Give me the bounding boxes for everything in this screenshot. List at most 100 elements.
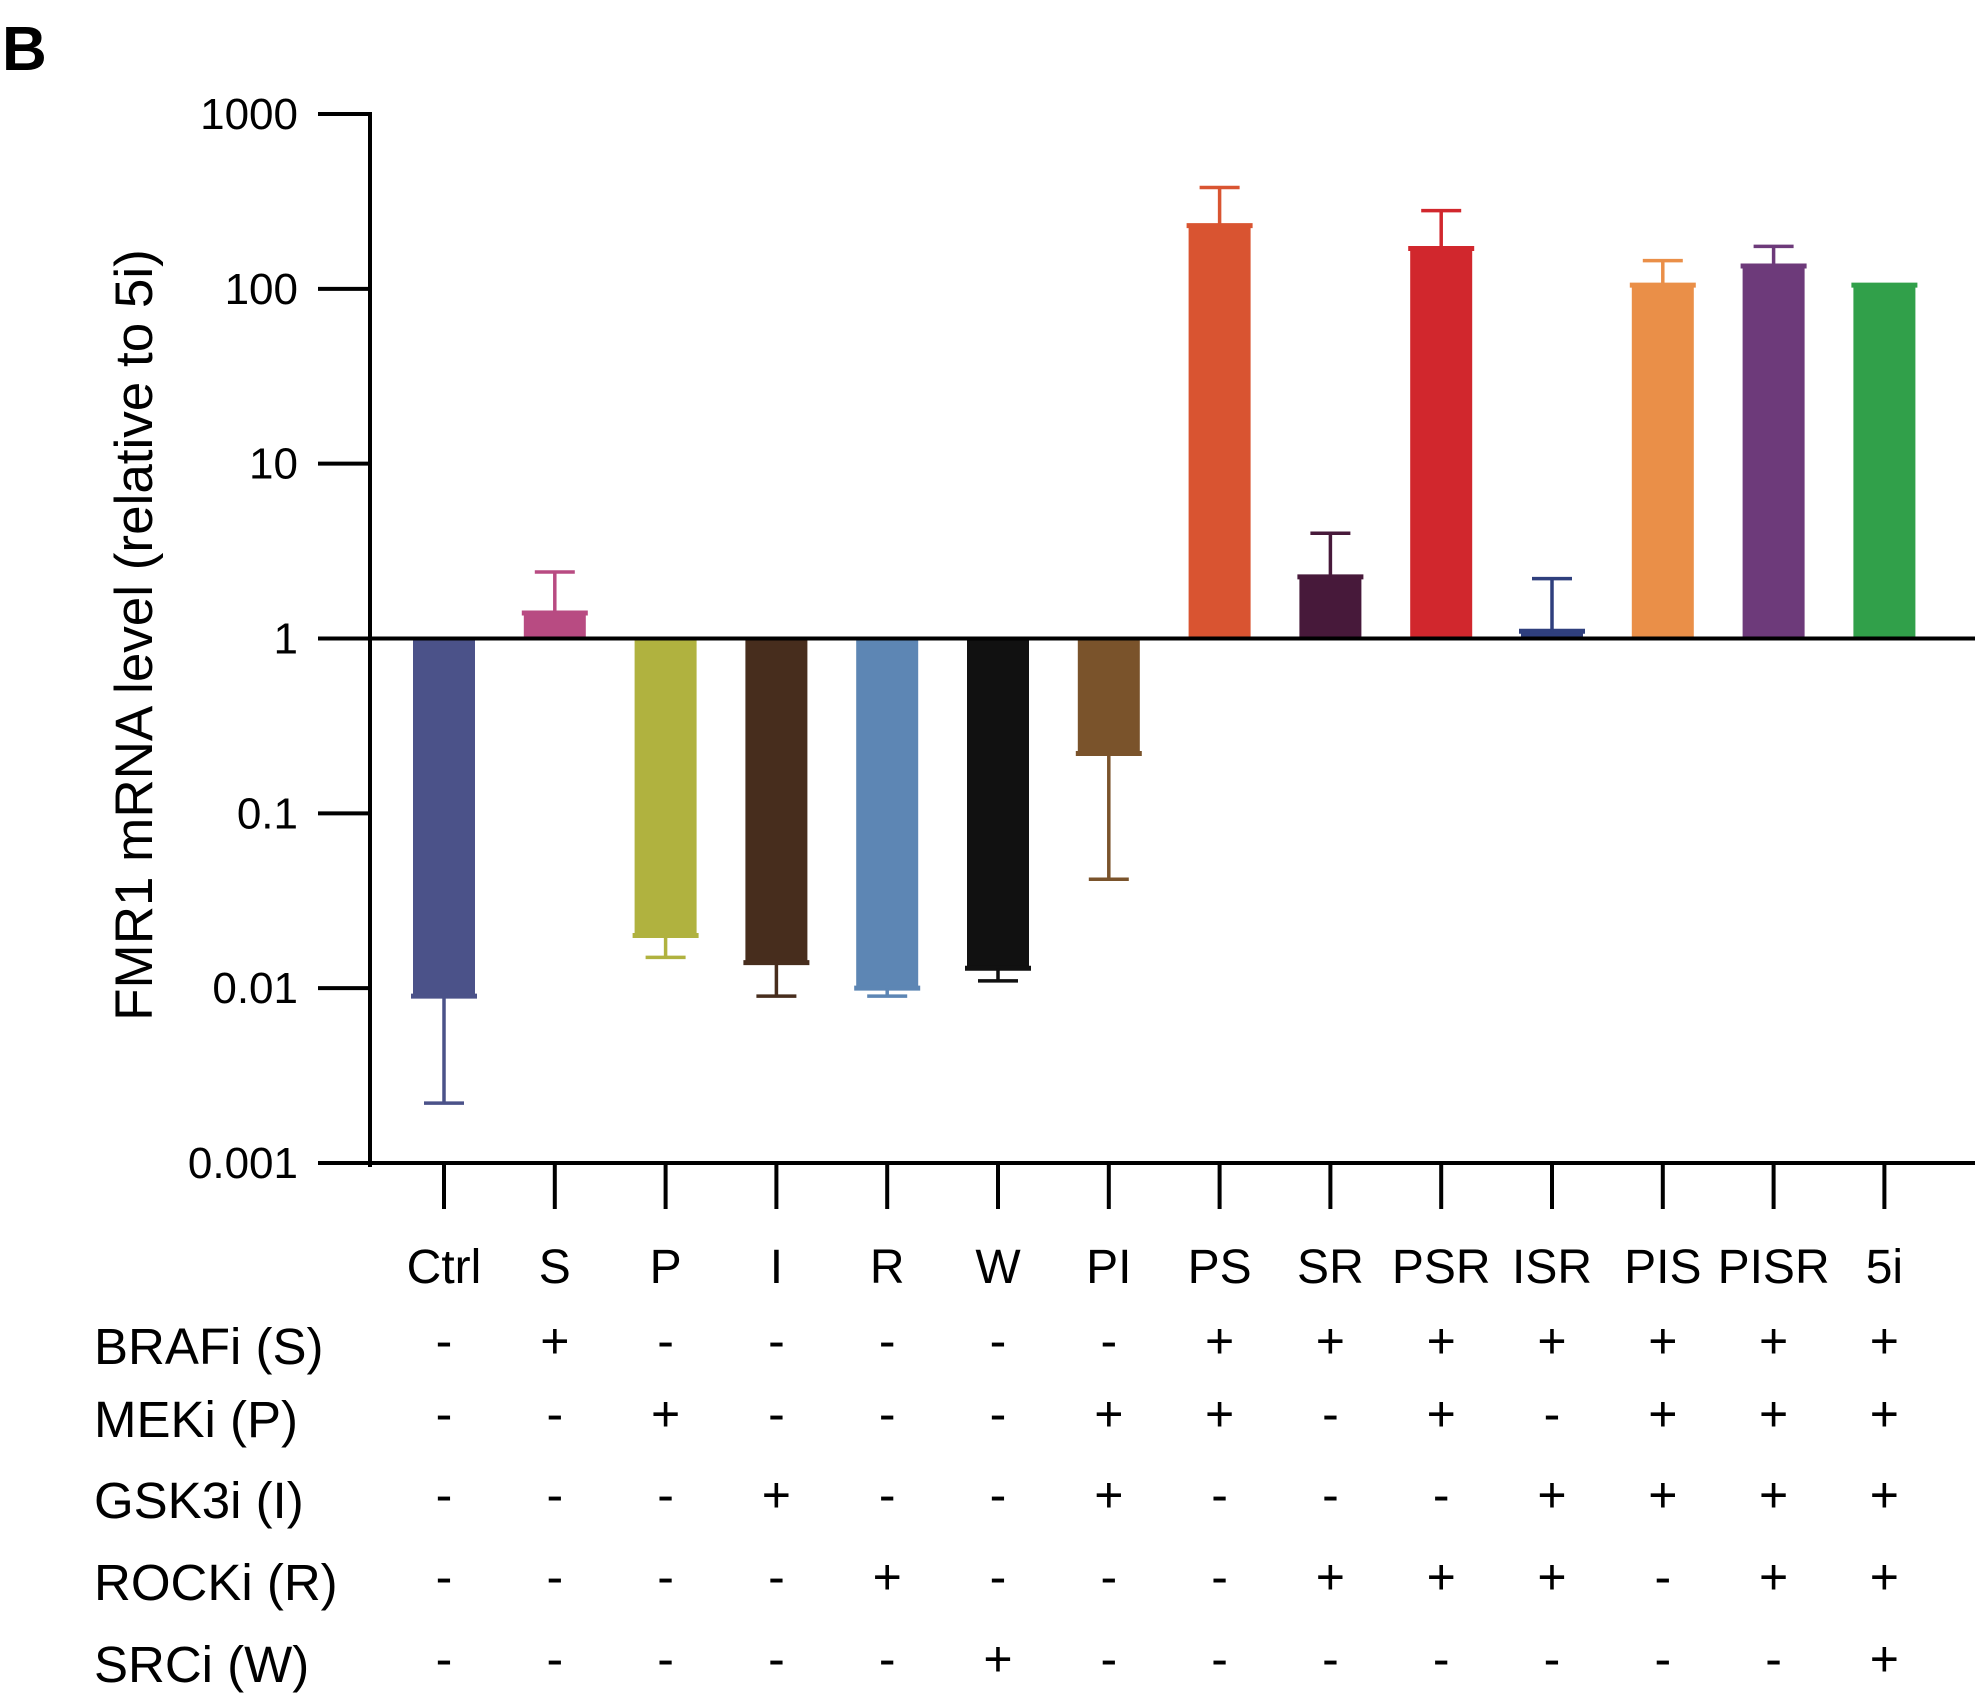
plus-sign: + [1094, 1467, 1123, 1523]
x-tick-label: PI [1086, 1241, 1131, 1294]
minus-sign: - [546, 1386, 563, 1442]
plus-sign: + [1537, 1467, 1566, 1523]
plus-sign: + [1870, 1467, 1899, 1523]
plus-sign: + [762, 1467, 791, 1523]
bar-W [967, 638, 1029, 969]
x-tick-label: PIS [1624, 1241, 1701, 1294]
bar-PIS [1631, 285, 1694, 639]
treatment-row-label: BRAFi (S) [94, 1318, 324, 1375]
y-tick-label: 1 [274, 615, 298, 664]
y-tick-label: 0.1 [237, 789, 298, 838]
plus-sign: + [1759, 1549, 1788, 1605]
x-tick-label: S [539, 1241, 571, 1294]
x-tick-label: PSR [1392, 1241, 1491, 1294]
minus-sign: - [546, 1467, 563, 1523]
treatment-row-label: GSK3i (I) [94, 1472, 304, 1529]
minus-sign: - [768, 1549, 785, 1605]
minus-sign: - [546, 1631, 563, 1687]
x-tick-label: ISR [1512, 1241, 1592, 1294]
minus-sign: - [990, 1467, 1007, 1523]
minus-sign: - [436, 1549, 453, 1605]
plus-sign: + [1648, 1313, 1677, 1369]
y-tick-label: 0.001 [188, 1139, 298, 1188]
treatment-table: BRAFi (S) - + - - - - - + + + + + + + MEKi (P) - - + - - - + + -… [94, 1313, 1899, 1693]
plus-sign: + [1648, 1467, 1677, 1523]
bars [370, 223, 1975, 999]
x-tick-label: PS [1188, 1241, 1252, 1294]
minus-sign: - [657, 1467, 674, 1523]
minus-sign: - [1654, 1631, 1671, 1687]
minus-sign: - [1100, 1549, 1117, 1605]
minus-sign: - [1322, 1631, 1339, 1687]
minus-sign: - [436, 1313, 453, 1369]
minus-sign: - [1211, 1631, 1228, 1687]
error-bars [424, 185, 1794, 1105]
plus-sign: + [1205, 1386, 1234, 1442]
x-tick-label: P [650, 1241, 682, 1294]
bar-I [745, 638, 808, 963]
x-tick-label: Ctrl [407, 1241, 482, 1294]
minus-sign: - [1100, 1313, 1117, 1369]
plus-sign: + [1427, 1386, 1456, 1442]
minus-sign: - [436, 1386, 453, 1442]
plus-sign: + [1870, 1631, 1899, 1687]
minus-sign: - [1544, 1631, 1561, 1687]
bar-PS [1188, 225, 1251, 639]
bar-5i [1853, 285, 1916, 639]
minus-sign: - [768, 1386, 785, 1442]
plus-sign: + [1427, 1549, 1456, 1605]
plus-sign: + [1094, 1386, 1123, 1442]
minus-sign: - [1654, 1549, 1671, 1605]
y-tick-label: 1000 [200, 90, 298, 139]
bar-R [856, 638, 919, 989]
y-tick-label: 10 [249, 440, 298, 489]
minus-sign: - [436, 1467, 453, 1523]
bar-S [523, 612, 586, 639]
plus-sign: + [540, 1313, 569, 1369]
minus-sign: - [436, 1631, 453, 1687]
plus-sign: + [1648, 1386, 1677, 1442]
y-axis: 0.001 0.01 0.1 1 10 100 1000 [188, 90, 372, 1188]
treatment-row-label: ROCKi (R) [94, 1554, 338, 1611]
plus-sign: + [1316, 1549, 1345, 1605]
bar-PI [1077, 638, 1140, 754]
minus-sign: - [1544, 1386, 1561, 1442]
minus-sign: - [657, 1549, 674, 1605]
minus-sign: - [990, 1313, 1007, 1369]
x-axis: Ctrl S P I R W PI PS SR PSR ISR PIS PISR 5i [366, 1161, 1975, 1294]
plus-sign: + [1205, 1313, 1234, 1369]
x-tick-label: I [770, 1241, 783, 1294]
x-tick-label: SR [1297, 1241, 1364, 1294]
plus-sign: + [1759, 1386, 1788, 1442]
plus-sign: + [1316, 1313, 1345, 1369]
plus-sign: + [1427, 1313, 1456, 1369]
minus-sign: - [879, 1386, 896, 1442]
plus-sign: + [873, 1549, 902, 1605]
x-tick-label: R [870, 1241, 905, 1294]
minus-sign: - [879, 1631, 896, 1687]
plus-sign: + [1870, 1386, 1899, 1442]
minus-sign: - [1211, 1467, 1228, 1523]
minus-sign: - [1211, 1549, 1228, 1605]
y-tick-label: 0.01 [212, 964, 298, 1013]
minus-sign: - [1322, 1467, 1339, 1523]
plus-sign: + [1537, 1549, 1566, 1605]
y-tick-label: 100 [225, 265, 298, 314]
y-axis-title: FMR1 mRNA level (relative to 5i) [105, 249, 164, 1021]
treatment-row-label: SRCi (W) [94, 1636, 309, 1693]
minus-sign: - [768, 1313, 785, 1369]
minus-sign: - [768, 1631, 785, 1687]
x-tick-label: W [975, 1241, 1021, 1294]
minus-sign: - [1765, 1631, 1782, 1687]
minus-sign: - [990, 1386, 1007, 1442]
bar-P [634, 638, 697, 936]
minus-sign: - [879, 1467, 896, 1523]
minus-sign: - [657, 1313, 674, 1369]
treatment-row-label: MEKi (P) [94, 1391, 298, 1448]
bar-ISR [1521, 631, 1583, 639]
plus-sign: + [1759, 1313, 1788, 1369]
minus-sign: - [657, 1631, 674, 1687]
minus-sign: - [546, 1549, 563, 1605]
minus-sign: - [1322, 1386, 1339, 1442]
